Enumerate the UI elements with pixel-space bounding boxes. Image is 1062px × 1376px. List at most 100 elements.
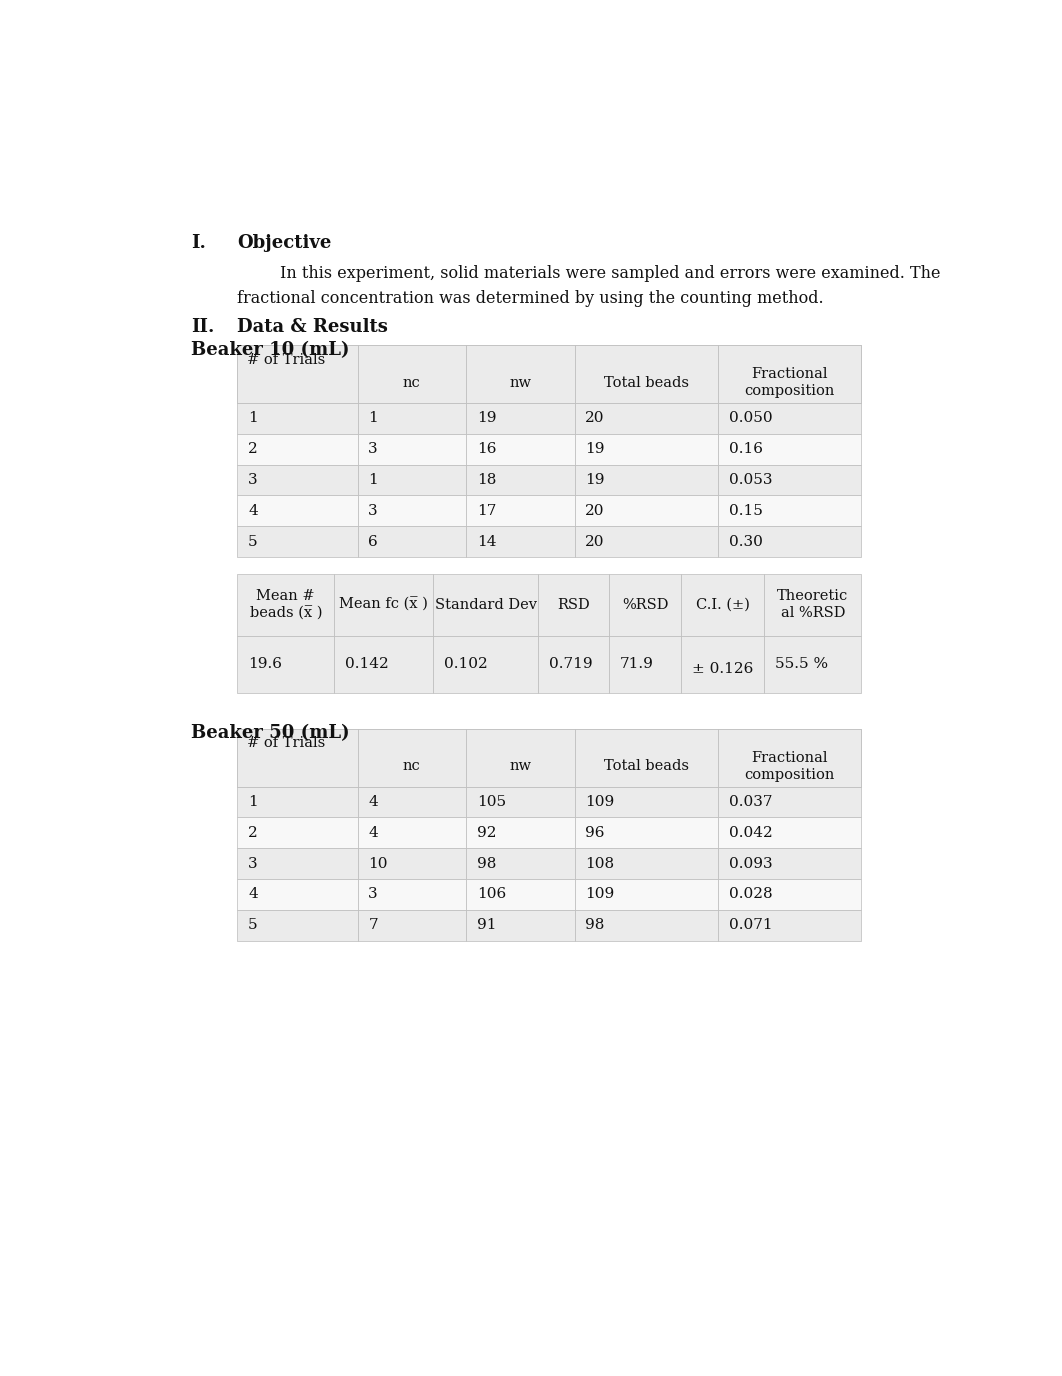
Text: 0.050: 0.050	[729, 411, 772, 425]
Text: II.: II.	[191, 318, 215, 336]
Bar	[358, 787, 466, 817]
Bar	[718, 817, 861, 848]
Bar	[466, 526, 575, 557]
Text: 96: 96	[585, 826, 605, 839]
Text: 71.9: 71.9	[620, 658, 654, 671]
Text: 0.102: 0.102	[444, 658, 489, 671]
Bar	[358, 345, 466, 403]
Text: nw: nw	[510, 760, 531, 773]
Text: 19: 19	[477, 411, 496, 425]
Bar	[575, 729, 718, 787]
Bar	[610, 574, 681, 636]
Text: nc: nc	[402, 376, 421, 389]
Text: Fractional
composition: Fractional composition	[744, 751, 835, 782]
Text: Mean fc (x̅ ): Mean fc (x̅ )	[340, 597, 428, 612]
Text: 19.6: 19.6	[249, 658, 282, 671]
Bar	[575, 465, 718, 495]
Text: 0.30: 0.30	[729, 535, 763, 549]
Bar	[466, 817, 575, 848]
Text: 4: 4	[249, 504, 258, 517]
Bar	[358, 465, 466, 495]
Text: 0.037: 0.037	[729, 795, 772, 809]
Text: Theoretic
al %RSD: Theoretic al %RSD	[777, 589, 849, 621]
Text: 4: 4	[249, 888, 258, 901]
Bar	[238, 526, 358, 557]
Text: In this experiment, solid materials were sampled and errors were examined. The: In this experiment, solid materials were…	[280, 266, 941, 282]
Text: I.: I.	[191, 234, 206, 252]
Text: # of Trials: # of Trials	[246, 352, 325, 367]
Bar	[575, 879, 718, 910]
Text: 108: 108	[585, 856, 615, 871]
Bar	[238, 817, 358, 848]
Bar	[575, 848, 718, 879]
Bar	[718, 848, 861, 879]
Text: 0.16: 0.16	[729, 442, 763, 457]
Bar	[238, 787, 358, 817]
Bar	[466, 910, 575, 941]
Text: Fractional
composition: Fractional composition	[744, 367, 835, 399]
Bar	[238, 345, 861, 403]
Text: Total beads: Total beads	[603, 760, 688, 773]
Text: 7: 7	[369, 918, 378, 932]
Text: 109: 109	[585, 795, 615, 809]
Text: 0.719: 0.719	[549, 658, 593, 671]
Text: 92: 92	[477, 826, 496, 839]
Bar	[575, 345, 718, 403]
Text: ± 0.126: ± 0.126	[691, 662, 753, 676]
Bar	[466, 879, 575, 910]
Text: 20: 20	[585, 535, 605, 549]
Text: nw: nw	[510, 376, 531, 389]
Bar	[358, 403, 466, 433]
Text: 10: 10	[369, 856, 388, 871]
Bar	[765, 636, 861, 694]
Text: nc: nc	[402, 760, 421, 773]
Bar	[238, 729, 861, 787]
Bar	[718, 495, 861, 526]
Bar	[466, 465, 575, 495]
Text: Objective: Objective	[238, 234, 331, 252]
Bar	[718, 433, 861, 465]
Text: 0.093: 0.093	[729, 856, 772, 871]
Text: 19: 19	[585, 442, 605, 457]
Text: 20: 20	[585, 504, 605, 517]
Bar	[238, 636, 335, 694]
Bar	[238, 495, 358, 526]
Text: Beaker 10 (mL): Beaker 10 (mL)	[191, 341, 349, 359]
Text: 3: 3	[369, 888, 378, 901]
Bar	[358, 879, 466, 910]
Text: %RSD: %RSD	[621, 597, 668, 612]
Bar	[358, 729, 466, 787]
Text: 3: 3	[249, 856, 258, 871]
Bar	[466, 433, 575, 465]
Bar	[575, 817, 718, 848]
Text: fractional concentration was determined by using the counting method.: fractional concentration was determined …	[238, 290, 824, 307]
Text: 4: 4	[369, 795, 378, 809]
Text: 98: 98	[477, 856, 496, 871]
Text: 20: 20	[585, 411, 605, 425]
Text: 109: 109	[585, 888, 615, 901]
Text: 17: 17	[477, 504, 496, 517]
Text: 6: 6	[369, 535, 378, 549]
Text: 0.053: 0.053	[729, 473, 772, 487]
Text: 5: 5	[249, 535, 258, 549]
Bar	[335, 574, 433, 636]
Bar	[718, 787, 861, 817]
Bar	[238, 729, 358, 787]
Bar	[681, 636, 765, 694]
Bar	[238, 465, 358, 495]
Text: 3: 3	[369, 504, 378, 517]
Text: 0.071: 0.071	[729, 918, 772, 932]
Text: 3: 3	[369, 442, 378, 457]
Text: 0.15: 0.15	[729, 504, 763, 517]
Bar	[575, 433, 718, 465]
Bar	[575, 910, 718, 941]
Text: C.I. (±): C.I. (±)	[696, 597, 750, 612]
Text: 5: 5	[249, 918, 258, 932]
Text: 105: 105	[477, 795, 506, 809]
Text: 0.042: 0.042	[729, 826, 772, 839]
Bar	[681, 574, 765, 636]
Text: Total beads: Total beads	[603, 376, 688, 389]
Text: 1: 1	[369, 411, 378, 425]
Text: Data & Results: Data & Results	[238, 318, 389, 336]
Text: RSD: RSD	[558, 597, 590, 612]
